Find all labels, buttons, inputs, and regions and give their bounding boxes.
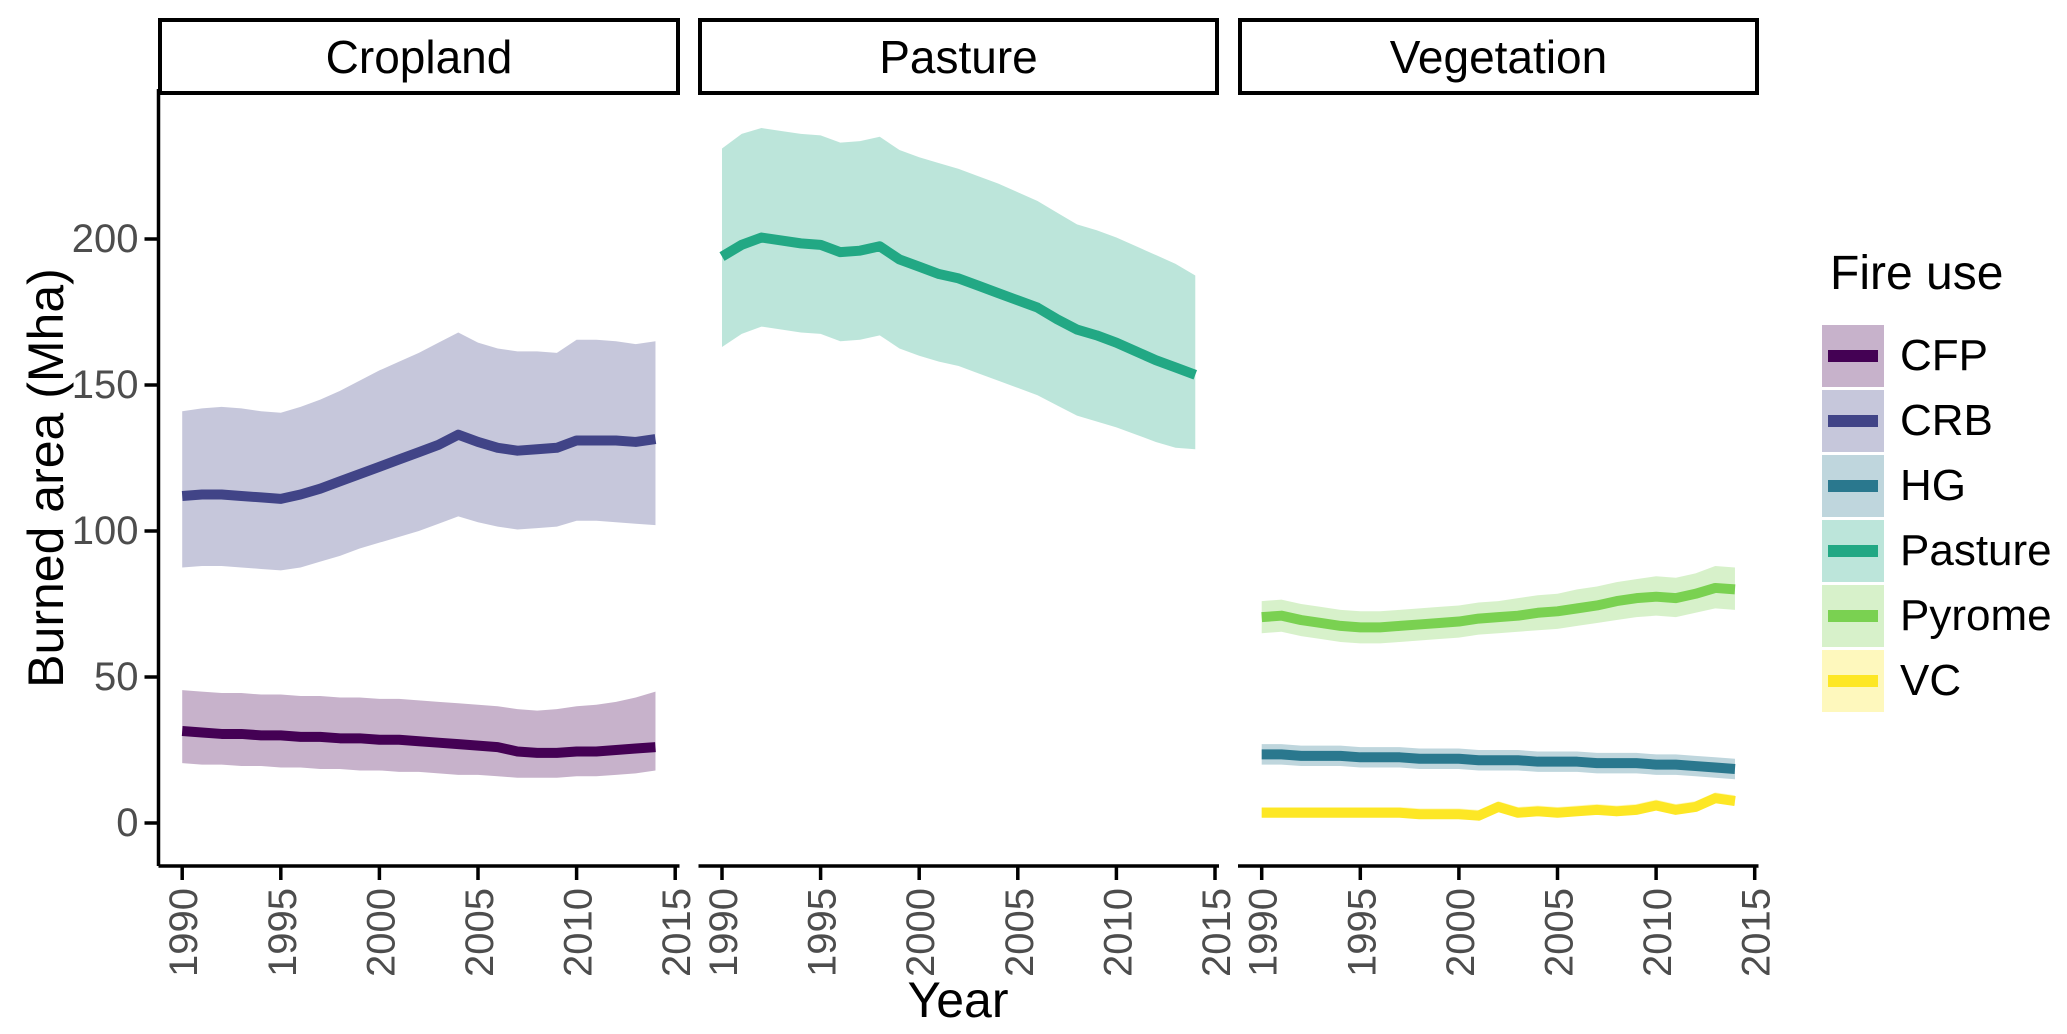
legend-entry-label: HG: [1900, 461, 1966, 510]
y-axis-title: Burned area (Mha): [18, 268, 74, 688]
legend-entry-label: Pyrome: [1900, 591, 2052, 640]
x-tick-label: 1990: [1242, 888, 1286, 977]
x-tick-label: 2015: [1735, 888, 1779, 977]
legend-key-hg: [1822, 455, 1884, 517]
legend-key-line-icon: [1828, 480, 1878, 492]
legend-entry-label: VC: [1900, 656, 1962, 705]
series-line-hg: [1261, 749, 1736, 774]
y-tick-label: 150: [72, 363, 139, 407]
legend-entry-label: Pasture: [1900, 526, 2052, 575]
facet-panel-pasture: [719, 128, 1198, 450]
legend: Fire use CFP CRB HG Pasture: [1822, 246, 2066, 715]
x-tick-label: 2005: [458, 888, 502, 977]
legend-entry-pasture: Pasture: [1822, 520, 2066, 582]
legend-key-line-icon: [1828, 350, 1878, 362]
facet-strip-label: Vegetation: [1389, 30, 1608, 83]
x-tick-label: 2005: [998, 888, 1042, 977]
facet-strip-pasture: Pasture: [698, 18, 1219, 95]
series-line-vc: [1261, 793, 1736, 821]
legend-entry-cfp: CFP: [1822, 325, 2066, 387]
facet-strip-vegetation: Vegetation: [1238, 18, 1759, 95]
x-tick-label: 1995: [261, 888, 305, 977]
legend-entry-pyrome: Pyrome: [1822, 585, 2066, 647]
x-axis-title: Year: [907, 972, 1009, 1028]
legend-key-cfp: [1822, 325, 1884, 387]
legend-key-line-icon: [1828, 610, 1878, 622]
x-tick-label: 2015: [1195, 888, 1239, 977]
x-axis-cropland: 1990 1995 2000 2005 2010 2015: [158, 864, 699, 977]
x-axis-vegetation: 1990 1995 2000 2005 2010 2015: [1238, 864, 1779, 977]
legend-entry-hg: HG: [1822, 455, 2066, 517]
x-tick-label: 2000: [359, 888, 403, 977]
series-line-crb: [181, 429, 657, 504]
facet-strip-label: Cropland: [325, 30, 513, 83]
x-tick-label: 1990: [702, 888, 746, 977]
x-tick-label: 2010: [1636, 888, 1680, 977]
legend-key-line-icon: [1828, 545, 1878, 557]
x-tick-label: 1995: [801, 888, 845, 977]
x-tick-label: 2000: [1439, 888, 1483, 977]
legend-key-pyrome: [1822, 585, 1884, 647]
legend-entry-label: CFP: [1900, 331, 1988, 380]
y-tick-label: 0: [116, 801, 138, 845]
facet-panel-vegetation: [1261, 566, 1736, 821]
legend-key-crb: [1822, 390, 1884, 452]
series-line-pyrome: [1261, 582, 1736, 633]
facet-strip-label: Pasture: [879, 30, 1038, 83]
facet-strip-cropland: Cropland: [158, 18, 680, 95]
series-line-cfp: [181, 726, 656, 758]
legend-key-line-icon: [1828, 675, 1878, 687]
x-tick-label: 2010: [557, 888, 601, 977]
ribbon-pasture: [722, 128, 1196, 450]
x-tick-label: 1995: [1340, 888, 1384, 977]
y-axis: 0 50 100 150 200: [72, 89, 161, 866]
legend-key-pasture: [1822, 520, 1884, 582]
x-tick-label: 2010: [1096, 888, 1140, 977]
legend-key-vc: [1822, 650, 1884, 712]
legend-title: Fire use: [1830, 247, 2004, 300]
x-tick-label: 2015: [655, 888, 699, 977]
legend-entry-vc: VC: [1822, 650, 2066, 712]
y-tick-label: 200: [72, 217, 139, 261]
y-tick-label: 100: [72, 509, 139, 553]
x-tick-label: 1990: [162, 888, 206, 977]
legend-entry-label: CRB: [1900, 396, 1993, 445]
facet-panel-cropland: [181, 332, 657, 778]
x-tick-label: 2005: [1538, 888, 1582, 977]
legend-entry-crb: CRB: [1822, 390, 2066, 452]
x-tick-label: 2000: [899, 888, 943, 977]
series-line-pasture: [719, 232, 1198, 380]
y-tick-label: 50: [94, 655, 139, 699]
ribbon-pyrome: [1261, 566, 1735, 644]
x-axis-pasture: 1990 1995 2000 2005 2010 2015: [698, 864, 1239, 977]
legend-key-line-icon: [1828, 415, 1878, 427]
